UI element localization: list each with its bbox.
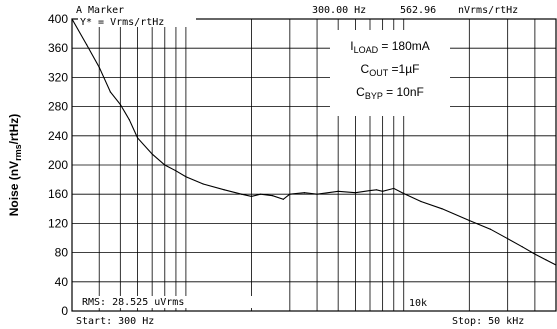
data-point	[202, 183, 204, 185]
marker-label: A Marker	[76, 5, 124, 16]
y-tick-label: 160	[48, 187, 68, 201]
data-point	[185, 176, 187, 178]
decade-label: 10k	[409, 298, 427, 309]
data-point	[259, 193, 262, 195]
marker-value: 562.96	[400, 5, 436, 16]
data-point	[240, 193, 243, 195]
data-point	[382, 190, 384, 192]
y-axis-title: Noise (nVrms/rtHz)	[7, 114, 23, 217]
data-point	[534, 253, 536, 255]
y-tick-label: 280	[48, 100, 68, 114]
data-points	[71, 18, 557, 266]
data-point	[282, 198, 284, 200]
y-unit-note: Y* = Vrms/rtHz	[80, 17, 164, 28]
y-unit-note-bg	[78, 16, 196, 27]
data-point	[119, 103, 121, 106]
annotation-box	[330, 30, 450, 116]
y-tick-label: 120	[48, 216, 68, 230]
y-tick-label: 400	[48, 12, 68, 26]
data-point	[271, 195, 274, 197]
data-point	[85, 43, 88, 46]
y-tick-label: 320	[48, 70, 68, 84]
start-frequency: Start: 300 Hz	[76, 316, 154, 327]
cbyp-annotation: CBYP = 10nF	[356, 85, 424, 101]
data-point	[337, 190, 339, 192]
data-point	[393, 187, 395, 189]
data-point	[403, 192, 405, 195]
marker-frequency: 300.00 Hz	[312, 5, 366, 16]
decade-label-bg	[407, 297, 433, 309]
data-point	[489, 228, 492, 230]
data-point	[303, 192, 306, 194]
data-point	[555, 264, 557, 266]
data-point	[151, 153, 153, 155]
data-point	[98, 66, 100, 68]
y-tick-label: 200	[48, 158, 68, 172]
data-point	[128, 119, 130, 121]
data-point	[109, 91, 111, 93]
data-point	[545, 259, 547, 261]
data-point	[164, 164, 166, 166]
data-point	[507, 238, 509, 240]
data-point	[468, 219, 470, 222]
data-point	[521, 246, 523, 248]
data-point	[375, 189, 378, 191]
y-tick-label: 360	[48, 41, 68, 55]
grid	[71, 18, 557, 312]
data-point	[250, 195, 253, 197]
data-point	[369, 189, 371, 192]
stop-frequency: Stop: 50 kHz	[452, 316, 524, 327]
data-point	[316, 193, 318, 195]
marker-unit: nVrms/rtHz	[458, 5, 518, 16]
data-point	[354, 192, 357, 194]
rms-readout: RMS: 28.525 uVrms	[82, 297, 184, 308]
data-point	[136, 137, 139, 139]
data-point	[71, 18, 73, 20]
data-point	[175, 170, 177, 172]
y-tick-label: 0	[61, 304, 68, 318]
rms-bg	[80, 296, 264, 308]
data-point	[223, 189, 225, 191]
data-point	[289, 193, 291, 195]
y-tick-label: 240	[48, 129, 68, 143]
data-point	[420, 200, 422, 203]
y-tick-label: 80	[55, 246, 69, 260]
data-point	[441, 208, 443, 210]
y-tick-label: 40	[55, 275, 69, 289]
iload-annotation: ILOAD = 180mA	[350, 39, 430, 55]
cout-annotation: COUT =1µF	[361, 62, 420, 78]
